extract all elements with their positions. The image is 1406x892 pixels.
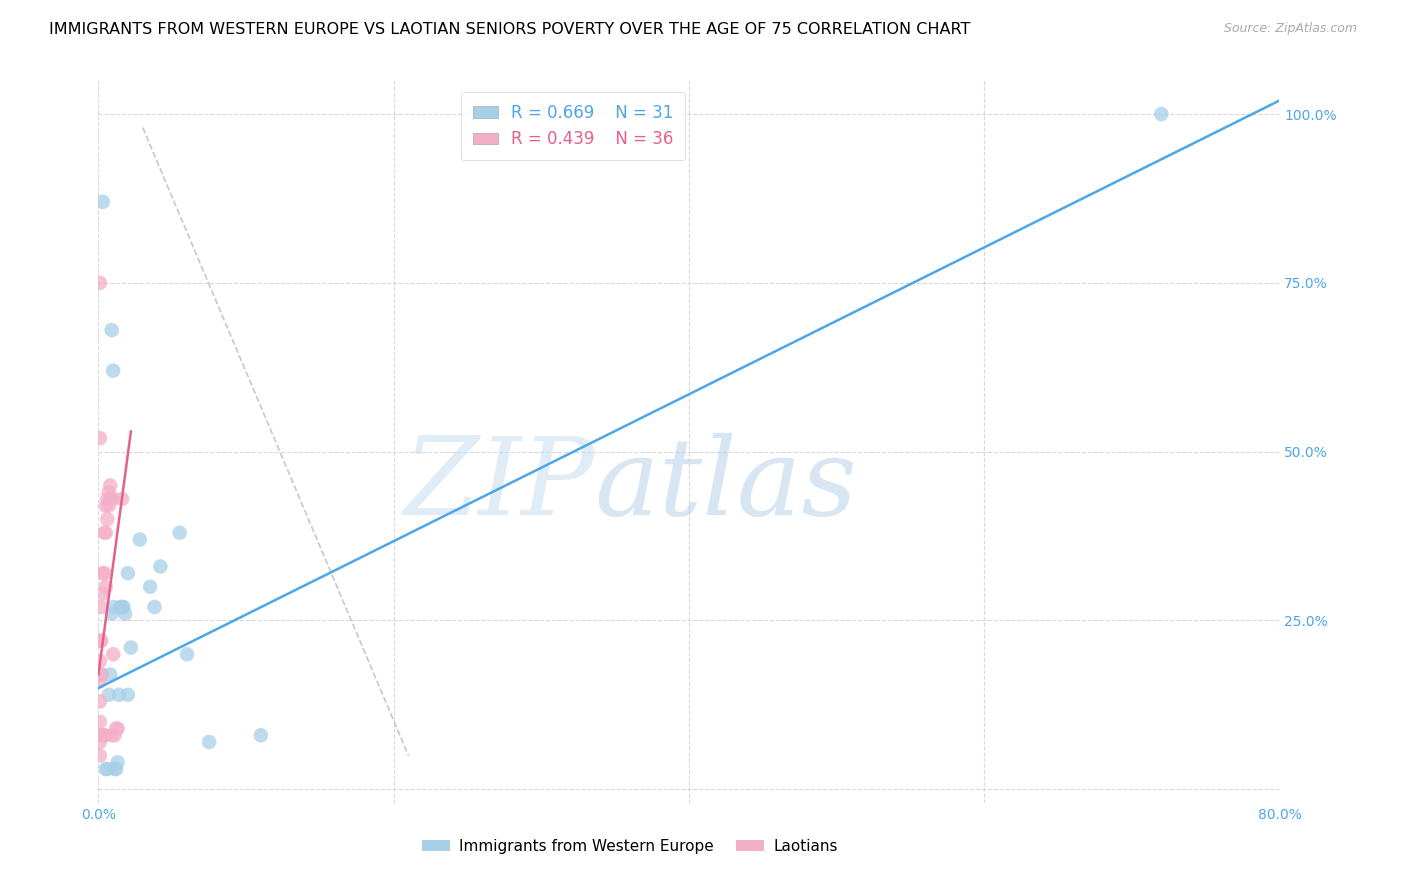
Point bbox=[90, 599, 112, 614]
Point bbox=[91, 566, 114, 581]
Point bbox=[120, 640, 142, 655]
Point bbox=[105, 722, 128, 736]
Point bbox=[103, 647, 125, 661]
Text: IMMIGRANTS FROM WESTERN EUROPE VS LAOTIAN SENIORS POVERTY OVER THE AGE OF 75 COR: IMMIGRANTS FROM WESTERN EUROPE VS LAOTIA… bbox=[49, 22, 970, 37]
Point bbox=[169, 525, 191, 540]
Point bbox=[139, 580, 162, 594]
Point bbox=[100, 728, 122, 742]
Point bbox=[143, 599, 166, 614]
Point bbox=[104, 728, 127, 742]
Point bbox=[89, 654, 111, 668]
Point bbox=[98, 667, 121, 681]
Point bbox=[1150, 107, 1173, 121]
Point bbox=[98, 491, 121, 506]
Point bbox=[117, 688, 139, 702]
Point bbox=[100, 607, 122, 621]
Point bbox=[110, 599, 132, 614]
Point bbox=[89, 694, 111, 708]
Point bbox=[91, 728, 114, 742]
Point bbox=[89, 735, 111, 749]
Point bbox=[96, 762, 118, 776]
Point bbox=[111, 491, 134, 506]
Point bbox=[91, 194, 114, 209]
Point bbox=[100, 323, 122, 337]
Point bbox=[96, 512, 118, 526]
Point bbox=[93, 566, 115, 581]
Point bbox=[103, 491, 125, 506]
Point bbox=[103, 599, 125, 614]
Point bbox=[93, 525, 115, 540]
Text: Source: ZipAtlas.com: Source: ZipAtlas.com bbox=[1223, 22, 1357, 36]
Point bbox=[89, 633, 111, 648]
Point bbox=[176, 647, 198, 661]
Point bbox=[89, 276, 111, 290]
Point bbox=[107, 756, 129, 770]
Point bbox=[94, 762, 117, 776]
Point bbox=[97, 485, 120, 500]
Point bbox=[97, 499, 120, 513]
Point bbox=[112, 599, 135, 614]
Point bbox=[128, 533, 150, 547]
Point bbox=[89, 674, 111, 689]
Point bbox=[94, 525, 117, 540]
Text: ZIP: ZIP bbox=[404, 433, 595, 538]
Point bbox=[149, 559, 172, 574]
Point bbox=[105, 762, 128, 776]
Point bbox=[93, 728, 115, 742]
Point bbox=[114, 607, 136, 621]
Point bbox=[104, 762, 127, 776]
Point bbox=[89, 728, 111, 742]
Point bbox=[94, 580, 117, 594]
Legend: Immigrants from Western Europe, Laotians: Immigrants from Western Europe, Laotians bbox=[416, 833, 844, 860]
Point bbox=[90, 728, 112, 742]
Point bbox=[198, 735, 221, 749]
Point bbox=[117, 566, 139, 581]
Point bbox=[93, 728, 115, 742]
Point bbox=[90, 633, 112, 648]
Point bbox=[108, 688, 131, 702]
Point bbox=[250, 728, 273, 742]
Point bbox=[94, 499, 117, 513]
Point bbox=[89, 748, 111, 763]
Point bbox=[107, 722, 129, 736]
Text: atlas: atlas bbox=[595, 433, 858, 538]
Point bbox=[90, 667, 112, 681]
Point bbox=[98, 478, 121, 492]
Point bbox=[103, 364, 125, 378]
Point bbox=[96, 491, 118, 506]
Point bbox=[89, 714, 111, 729]
Point bbox=[91, 586, 114, 600]
Point bbox=[89, 431, 111, 445]
Point bbox=[97, 688, 120, 702]
Point bbox=[90, 667, 112, 681]
Point bbox=[111, 599, 134, 614]
